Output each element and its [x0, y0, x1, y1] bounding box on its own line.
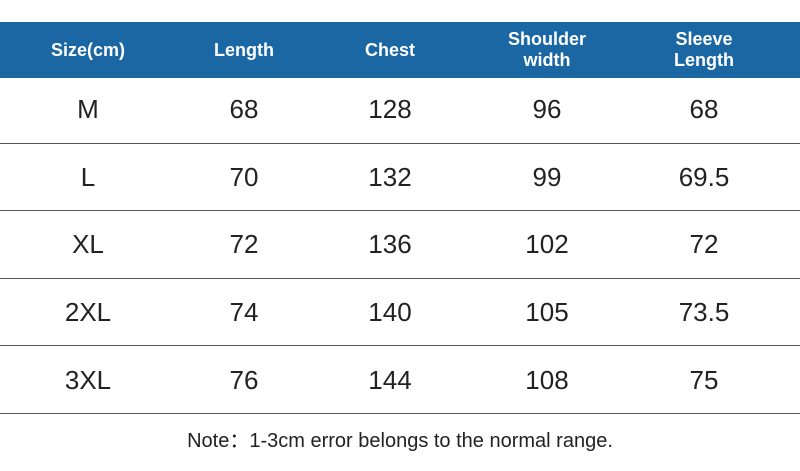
- table-cell: 108: [525, 364, 569, 395]
- row-divider: [0, 413, 800, 414]
- table-cell: 102: [525, 229, 569, 260]
- table-cell: 70: [229, 161, 259, 192]
- table-cell: 73.5: [678, 297, 730, 328]
- table-cell: 140: [368, 297, 412, 328]
- note: Note：1-3cm error belongs to the normal r…: [187, 430, 613, 452]
- size-label: XL: [72, 229, 104, 260]
- table-cell: 74: [229, 297, 259, 328]
- row-divider: [0, 143, 800, 144]
- table-cell: 68: [689, 94, 719, 125]
- table-cell: 128: [368, 94, 412, 125]
- table-cell: 68: [229, 94, 259, 125]
- header-cell: Size(cm): [50, 39, 126, 60]
- table-cell: 99: [532, 161, 562, 192]
- header-cell: Shoulder width: [507, 29, 586, 70]
- header-cell: Chest: [364, 39, 415, 60]
- header-cell: Length: [214, 39, 274, 60]
- table-cell: 96: [532, 94, 562, 125]
- table-cell: 72: [689, 229, 719, 260]
- table-cell: 76: [229, 364, 259, 395]
- header-band: [0, 22, 800, 78]
- row-divider: [0, 278, 800, 279]
- size-label: 2XL: [64, 297, 112, 328]
- table-cell: 144: [368, 364, 412, 395]
- table-cell: 75: [689, 364, 719, 395]
- table-cell: 136: [368, 229, 412, 260]
- table-cell: 105: [525, 297, 569, 328]
- size-label: L: [80, 161, 96, 192]
- size-label: M: [77, 94, 99, 125]
- row-divider: [0, 345, 800, 346]
- size-label: 3XL: [64, 364, 112, 395]
- row-divider: [0, 210, 800, 211]
- table-cell: 69.5: [678, 161, 730, 192]
- table-cell: 72: [229, 229, 259, 260]
- header-cell: Sleeve Length: [674, 29, 734, 70]
- table-cell: 132: [368, 161, 412, 192]
